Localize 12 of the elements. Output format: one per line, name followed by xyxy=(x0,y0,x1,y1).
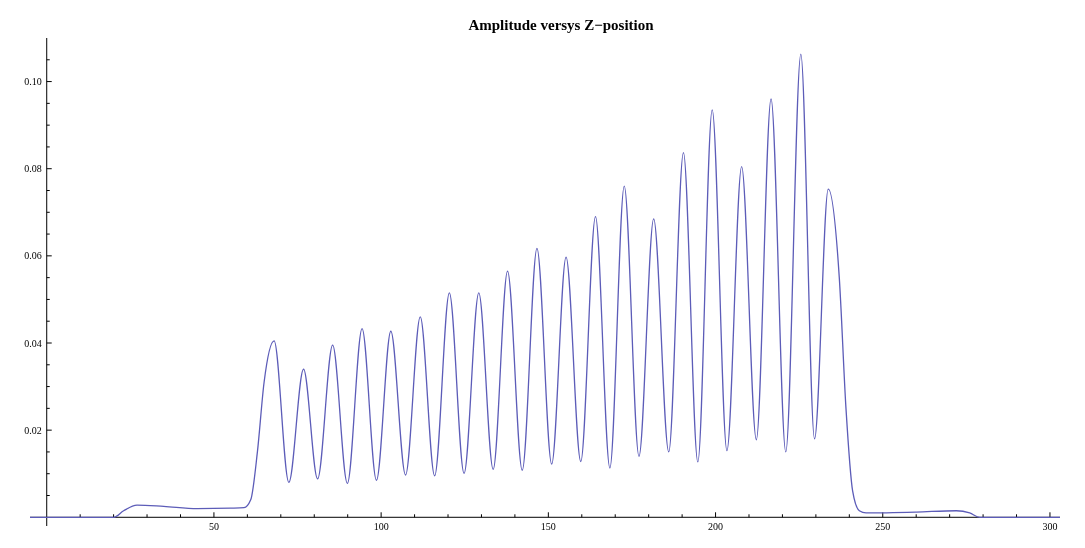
y-tick-label: 0.08 xyxy=(24,163,42,175)
y-tick-label: 0.04 xyxy=(24,337,42,349)
x-tick-label: 300 xyxy=(1042,521,1058,533)
x-tick-label: 200 xyxy=(708,521,724,533)
x-tick-label: 150 xyxy=(540,521,556,533)
y-tick-label: 0.06 xyxy=(24,250,42,262)
chart-title: Amplitude versys Z−position xyxy=(468,17,655,33)
x-tick-label: 100 xyxy=(373,521,389,533)
y-tick-label: 0.02 xyxy=(24,424,42,436)
x-tick-label: 250 xyxy=(875,521,891,533)
x-tick-label: 50 xyxy=(208,521,219,533)
y-tick-label: 0.10 xyxy=(24,76,42,88)
